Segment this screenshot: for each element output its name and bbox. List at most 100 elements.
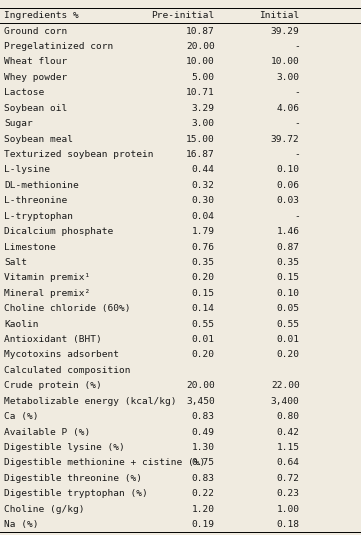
Text: 1.20: 1.20: [192, 505, 215, 514]
Text: 20.00: 20.00: [186, 42, 215, 51]
Text: 3.29: 3.29: [192, 104, 215, 113]
Text: 16.87: 16.87: [186, 150, 215, 159]
Text: 0.05: 0.05: [277, 304, 300, 313]
Text: 3.00: 3.00: [192, 119, 215, 128]
Text: 0.19: 0.19: [192, 520, 215, 529]
Text: 0.83: 0.83: [192, 412, 215, 421]
Text: 0.15: 0.15: [192, 289, 215, 298]
Text: 0.80: 0.80: [277, 412, 300, 421]
Text: Calculated composition: Calculated composition: [4, 366, 131, 375]
Text: 0.03: 0.03: [277, 196, 300, 205]
Text: Mineral premix²: Mineral premix²: [4, 289, 91, 298]
Text: Texturized soybean protein: Texturized soybean protein: [4, 150, 154, 159]
Text: 0.20: 0.20: [277, 350, 300, 360]
Text: Choline chloride (60%): Choline chloride (60%): [4, 304, 131, 313]
Text: Vitamin premix¹: Vitamin premix¹: [4, 273, 91, 282]
Text: 10.71: 10.71: [186, 88, 215, 97]
Text: 0.10: 0.10: [277, 289, 300, 298]
Text: 0.14: 0.14: [192, 304, 215, 313]
Text: 1.79: 1.79: [192, 227, 215, 236]
Text: 0.72: 0.72: [277, 474, 300, 483]
Text: 3.00: 3.00: [277, 73, 300, 82]
Text: 0.49: 0.49: [192, 427, 215, 437]
Text: Whey powder: Whey powder: [4, 73, 68, 82]
Text: Sugar: Sugar: [4, 119, 33, 128]
Text: 0.76: 0.76: [192, 242, 215, 251]
Text: Crude protein (%): Crude protein (%): [4, 381, 102, 391]
Text: 0.55: 0.55: [192, 319, 215, 328]
Text: 39.29: 39.29: [271, 27, 300, 36]
Text: Pregelatinized corn: Pregelatinized corn: [4, 42, 114, 51]
Text: -: -: [294, 212, 300, 221]
Text: Limestone: Limestone: [4, 242, 56, 251]
Text: Kaolin: Kaolin: [4, 319, 39, 328]
Text: Ingredients %: Ingredients %: [4, 11, 79, 20]
Text: 0.55: 0.55: [277, 319, 300, 328]
Text: 0.10: 0.10: [277, 165, 300, 174]
Text: 0.20: 0.20: [192, 350, 215, 360]
Text: 10.87: 10.87: [186, 27, 215, 36]
Text: Pre-initial: Pre-initial: [152, 11, 215, 20]
Text: 0.83: 0.83: [192, 474, 215, 483]
Text: 3,400: 3,400: [271, 397, 300, 406]
Text: -: -: [294, 150, 300, 159]
Text: 20.00: 20.00: [186, 381, 215, 391]
Text: Soybean meal: Soybean meal: [4, 135, 73, 143]
Text: 0.04: 0.04: [192, 212, 215, 221]
Text: 0.23: 0.23: [277, 490, 300, 498]
Text: Initial: Initial: [260, 11, 300, 20]
Text: 4.06: 4.06: [277, 104, 300, 113]
Text: 0.15: 0.15: [277, 273, 300, 282]
Text: Ca (%): Ca (%): [4, 412, 39, 421]
Text: Digestible lysine (%): Digestible lysine (%): [4, 443, 125, 452]
Text: 0.64: 0.64: [277, 458, 300, 468]
Text: 0.32: 0.32: [192, 181, 215, 190]
Text: 22.00: 22.00: [271, 381, 300, 391]
Text: 0.30: 0.30: [192, 196, 215, 205]
Text: Digestible threonine (%): Digestible threonine (%): [4, 474, 142, 483]
Text: Soybean oil: Soybean oil: [4, 104, 68, 113]
Text: 15.00: 15.00: [186, 135, 215, 143]
Text: Available P (%): Available P (%): [4, 427, 91, 437]
Text: 0.06: 0.06: [277, 181, 300, 190]
Text: 0.42: 0.42: [277, 427, 300, 437]
Text: 10.00: 10.00: [271, 57, 300, 66]
Text: Wheat flour: Wheat flour: [4, 57, 68, 66]
Text: 10.00: 10.00: [186, 57, 215, 66]
Text: 1.15: 1.15: [277, 443, 300, 452]
Text: L-tryptophan: L-tryptophan: [4, 212, 73, 221]
Text: 0.01: 0.01: [277, 335, 300, 344]
Text: 0.75: 0.75: [192, 458, 215, 468]
Text: Digestible methionine + cistine (%): Digestible methionine + cistine (%): [4, 458, 205, 468]
Text: 1.00: 1.00: [277, 505, 300, 514]
Text: Antioxidant (BHT): Antioxidant (BHT): [4, 335, 102, 344]
Text: DL-methionine: DL-methionine: [4, 181, 79, 190]
Text: 0.44: 0.44: [192, 165, 215, 174]
Text: 3,450: 3,450: [186, 397, 215, 406]
Text: 0.18: 0.18: [277, 520, 300, 529]
Text: Na (%): Na (%): [4, 520, 39, 529]
Text: Ground corn: Ground corn: [4, 27, 68, 36]
Text: 0.35: 0.35: [192, 258, 215, 267]
Text: Mycotoxins adsorbent: Mycotoxins adsorbent: [4, 350, 119, 360]
Text: 1.46: 1.46: [277, 227, 300, 236]
Text: Metabolizable energy (kcal/kg): Metabolizable energy (kcal/kg): [4, 397, 177, 406]
Text: L-lysine: L-lysine: [4, 165, 50, 174]
Text: 0.22: 0.22: [192, 490, 215, 498]
Text: 0.20: 0.20: [192, 273, 215, 282]
Text: 39.72: 39.72: [271, 135, 300, 143]
Text: Salt: Salt: [4, 258, 27, 267]
Text: 1.30: 1.30: [192, 443, 215, 452]
Text: 0.01: 0.01: [192, 335, 215, 344]
Text: Dicalcium phosphate: Dicalcium phosphate: [4, 227, 114, 236]
Text: 5.00: 5.00: [192, 73, 215, 82]
Text: -: -: [294, 88, 300, 97]
Text: L-threonine: L-threonine: [4, 196, 68, 205]
Text: Digestible tryptophan (%): Digestible tryptophan (%): [4, 490, 148, 498]
Text: Lactose: Lactose: [4, 88, 44, 97]
Text: -: -: [294, 119, 300, 128]
Text: -: -: [294, 42, 300, 51]
Text: Choline (g/kg): Choline (g/kg): [4, 505, 85, 514]
Text: 0.87: 0.87: [277, 242, 300, 251]
Text: 0.35: 0.35: [277, 258, 300, 267]
